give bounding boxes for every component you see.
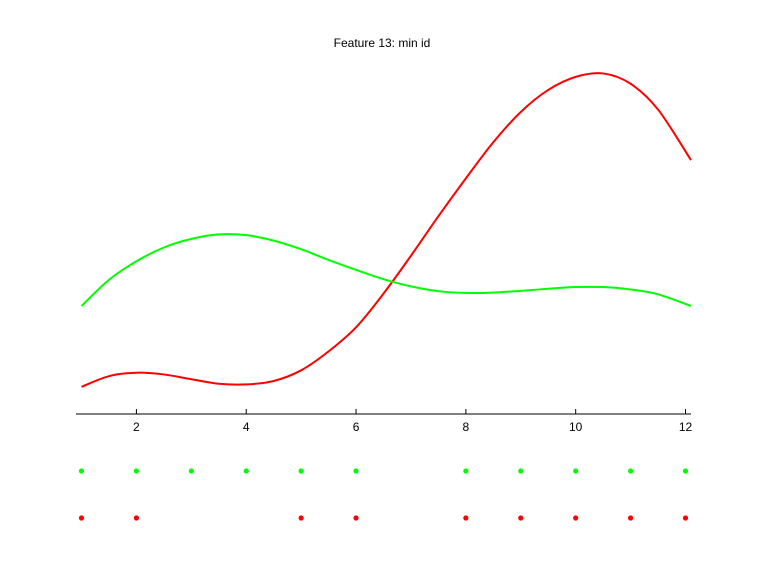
marker-dot-red xyxy=(78,515,85,521)
x-axis: 2 4 6 8 10 12 xyxy=(76,409,693,434)
x-tick-label: 2 xyxy=(133,420,140,434)
marker-dot-green xyxy=(463,468,469,474)
marker-dot-green xyxy=(243,468,249,474)
series-line-red xyxy=(81,72,692,388)
marker-dot-red xyxy=(353,515,359,521)
series-line-green xyxy=(80,233,692,307)
marker-dot-green xyxy=(518,468,524,474)
series-lines xyxy=(80,72,692,388)
marker-dot-red xyxy=(298,515,304,521)
marker-dot-red xyxy=(518,515,524,521)
x-tick-label: 12 xyxy=(679,420,693,434)
marker-dot-red xyxy=(682,515,689,521)
marker-dot-green xyxy=(133,468,140,474)
x-tick-label: 10 xyxy=(569,420,583,434)
marker-dot-green xyxy=(78,468,85,474)
marker-dot-green xyxy=(682,468,689,474)
x-tick-label: 6 xyxy=(353,420,360,434)
x-tick-label: 4 xyxy=(243,420,250,434)
x-tick-label: 8 xyxy=(463,420,470,434)
marker-dot-green xyxy=(627,468,634,474)
marker-dot-green xyxy=(573,468,579,474)
marker-dot-red xyxy=(463,515,469,521)
marker-dot-green xyxy=(353,468,359,474)
marker-dot-green xyxy=(298,468,304,474)
chart-title: Feature 13: min id xyxy=(334,36,431,50)
marker-dot-red xyxy=(627,515,634,521)
marker-dot-red xyxy=(133,515,140,521)
marker-rows xyxy=(78,468,689,521)
marker-dot-red xyxy=(573,515,579,521)
marker-dot-green xyxy=(188,468,194,474)
